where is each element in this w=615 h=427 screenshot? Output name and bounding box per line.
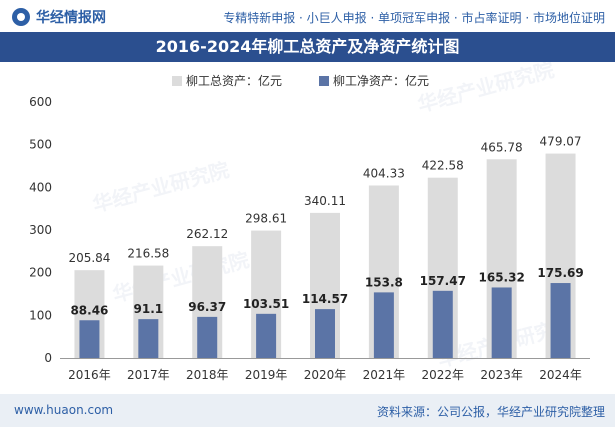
x-tick-label: 2023年 [480,368,523,382]
bar-series: 205.84 88.46 216.58 91.1 262.12 96.37 298.61 10… [68,135,584,358]
data-label-net-assets: 175.69 [537,266,583,280]
data-label-net-assets: 91.1 [134,302,164,316]
site-name: 华经情报网 [36,10,106,26]
x-tick-label: 2016年 [68,368,111,382]
data-label-net-assets: 103.51 [243,297,289,311]
bar-net-assets [197,316,218,358]
x-tick-label: 2020年 [304,368,347,382]
y-tick-label: 200 [29,266,52,280]
x-tick-label: 2024年 [539,368,582,382]
data-label-total-assets: 205.84 [68,251,110,265]
x-axis: 2016年 2017年 2018年 2019年 2020年 2021年 2022年 2023年… [60,358,590,382]
y-tick-label: 0 [44,351,52,365]
chart-title: 2016-2024年柳工总资产及净资产统计图 [155,37,460,56]
y-tick-label: 300 [29,223,52,237]
y-axis: 0 100 200 300 400 500 600 [29,95,52,365]
logo-icon [12,8,30,26]
bar-net-assets [315,309,335,358]
data-label-net-assets: 165.32 [479,270,525,284]
site-logo[interactable]: 华经情报网 [12,7,106,27]
legend-swatch-total-assets [172,76,182,86]
x-tick-label: 2018年 [186,368,229,382]
x-tick-label: 2019年 [245,368,288,382]
data-label-net-assets: 153.8 [365,275,403,289]
chart-legend: 柳工总资产：亿元 柳工净资产：亿元 [172,73,429,88]
y-tick-label: 600 [29,95,52,109]
bar-net-assets [138,319,159,358]
bar-net-assets [432,290,453,358]
watermark-text: 华经产业研究院 [415,62,556,117]
title-bar: 2016-2024年柳工总资产及净资产统计图 [0,32,615,62]
data-label-total-assets: 298.61 [245,212,287,226]
data-label-total-assets: 422.58 [422,159,464,173]
data-label-total-assets: 404.33 [363,166,405,180]
data-label-net-assets: 157.47 [420,274,466,288]
bar-net-assets [491,287,512,358]
x-tick-label: 2022年 [422,368,465,382]
data-label-total-assets: 340.11 [304,194,346,208]
data-label-total-assets: 216.58 [127,247,169,261]
legend-swatch-net-assets [319,76,329,86]
y-tick-label: 500 [29,138,52,152]
bar-net-assets [550,283,571,358]
footer-bar: www.huaon.com 资料来源：公司公报，华经产业研究院整理 [0,394,615,427]
data-label-total-assets: 262.12 [186,227,228,241]
top-bar: 华经情报网 专精特新申报 · 小巨人申报 · 单项冠军申报 · 市占率证明 · … [0,0,615,32]
legend-label-total-assets: 柳工总资产：亿元 [186,73,282,88]
legend-label-net-assets: 柳工净资产：亿元 [333,73,429,88]
x-tick-label: 2021年 [363,368,406,382]
data-source-note: 资料来源：公司公报，华经产业研究院整理 [376,405,605,419]
data-label-net-assets: 88.46 [70,303,108,317]
bar-net-assets [256,313,277,358]
bar-net-assets [79,320,100,358]
data-label-total-assets: 465.78 [481,140,523,154]
data-label-net-assets: 114.57 [302,292,348,306]
data-label-net-assets: 96.37 [188,300,226,314]
watermark-text: 华经产业研究院 [90,157,231,216]
y-tick-label: 400 [29,180,52,194]
y-tick-label: 100 [29,308,52,322]
x-tick-label: 2017年 [127,368,170,382]
service-tagline: 专精特新申报 · 小巨人申报 · 单项冠军申报 · 市占率证明 · 市场地位证明 [223,11,605,25]
bar-chart: 华经产业研究院华经产业研究院华经产业研究院华经产业研究院 柳工总资产：亿元柳工净… [29,62,590,382]
data-label-total-assets: 479.07 [540,135,582,149]
footer-url[interactable]: www.huaon.com [14,403,114,417]
bar-net-assets [373,292,394,358]
